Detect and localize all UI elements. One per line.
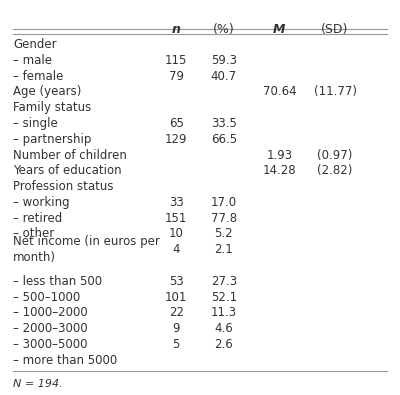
Text: 1.93: 1.93 — [266, 149, 292, 162]
Text: – less than 500: – less than 500 — [13, 275, 102, 288]
Text: Gender: Gender — [13, 38, 57, 51]
Text: 151: 151 — [165, 212, 187, 225]
Text: – 1000–2000: – 1000–2000 — [13, 307, 88, 320]
Text: 52.1: 52.1 — [211, 291, 237, 304]
Text: – 2000–3000: – 2000–3000 — [13, 322, 88, 335]
Text: 77.8: 77.8 — [211, 212, 237, 225]
Text: 22: 22 — [169, 307, 184, 320]
Text: 14.28: 14.28 — [263, 164, 296, 177]
Text: – single: – single — [13, 117, 58, 130]
Text: 129: 129 — [165, 133, 188, 146]
Text: – retired: – retired — [13, 212, 62, 225]
Text: 79: 79 — [169, 70, 184, 83]
Text: (11.77): (11.77) — [314, 85, 356, 98]
Text: 11.3: 11.3 — [211, 307, 237, 320]
Text: 10: 10 — [169, 228, 184, 241]
Text: 5.2: 5.2 — [214, 228, 233, 241]
Text: – other: – other — [13, 228, 54, 241]
Text: 101: 101 — [165, 291, 187, 304]
Text: – 500–1000: – 500–1000 — [13, 291, 80, 304]
Text: 70.64: 70.64 — [263, 85, 296, 98]
Text: Profession status: Profession status — [13, 180, 114, 193]
Text: – female: – female — [13, 70, 64, 83]
Text: 33: 33 — [169, 196, 184, 209]
Text: 65: 65 — [169, 117, 184, 130]
Text: 5: 5 — [172, 338, 180, 351]
Text: 115: 115 — [165, 54, 187, 67]
Text: (%): (%) — [213, 23, 235, 36]
Text: (2.82): (2.82) — [317, 164, 353, 177]
Text: 33.5: 33.5 — [211, 117, 237, 130]
Text: M: M — [273, 23, 286, 36]
Text: 4: 4 — [172, 243, 180, 256]
Text: 27.3: 27.3 — [211, 275, 237, 288]
Text: 9: 9 — [172, 322, 180, 335]
Text: Number of children: Number of children — [13, 149, 127, 162]
Text: – working: – working — [13, 196, 70, 209]
Text: – partnership: – partnership — [13, 133, 92, 146]
Text: 2.6: 2.6 — [214, 338, 233, 351]
Text: N = 194.: N = 194. — [13, 379, 63, 389]
Text: – 3000–5000: – 3000–5000 — [13, 338, 88, 351]
Text: – more than 5000: – more than 5000 — [13, 354, 118, 367]
Text: 2.1: 2.1 — [214, 243, 233, 256]
Text: Age (years): Age (years) — [13, 85, 82, 98]
Text: Years of education: Years of education — [13, 164, 122, 177]
Text: 59.3: 59.3 — [211, 54, 237, 67]
Text: 4.6: 4.6 — [214, 322, 233, 335]
Text: Family status: Family status — [13, 101, 92, 114]
Text: 17.0: 17.0 — [211, 196, 237, 209]
Text: (0.97): (0.97) — [317, 149, 353, 162]
Text: 66.5: 66.5 — [211, 133, 237, 146]
Text: (SD): (SD) — [321, 23, 349, 36]
Text: Net income (in euros per
month): Net income (in euros per month) — [13, 235, 160, 264]
Text: n: n — [172, 23, 181, 36]
Text: – male: – male — [13, 54, 52, 67]
Text: 40.7: 40.7 — [211, 70, 237, 83]
Text: 53: 53 — [169, 275, 184, 288]
